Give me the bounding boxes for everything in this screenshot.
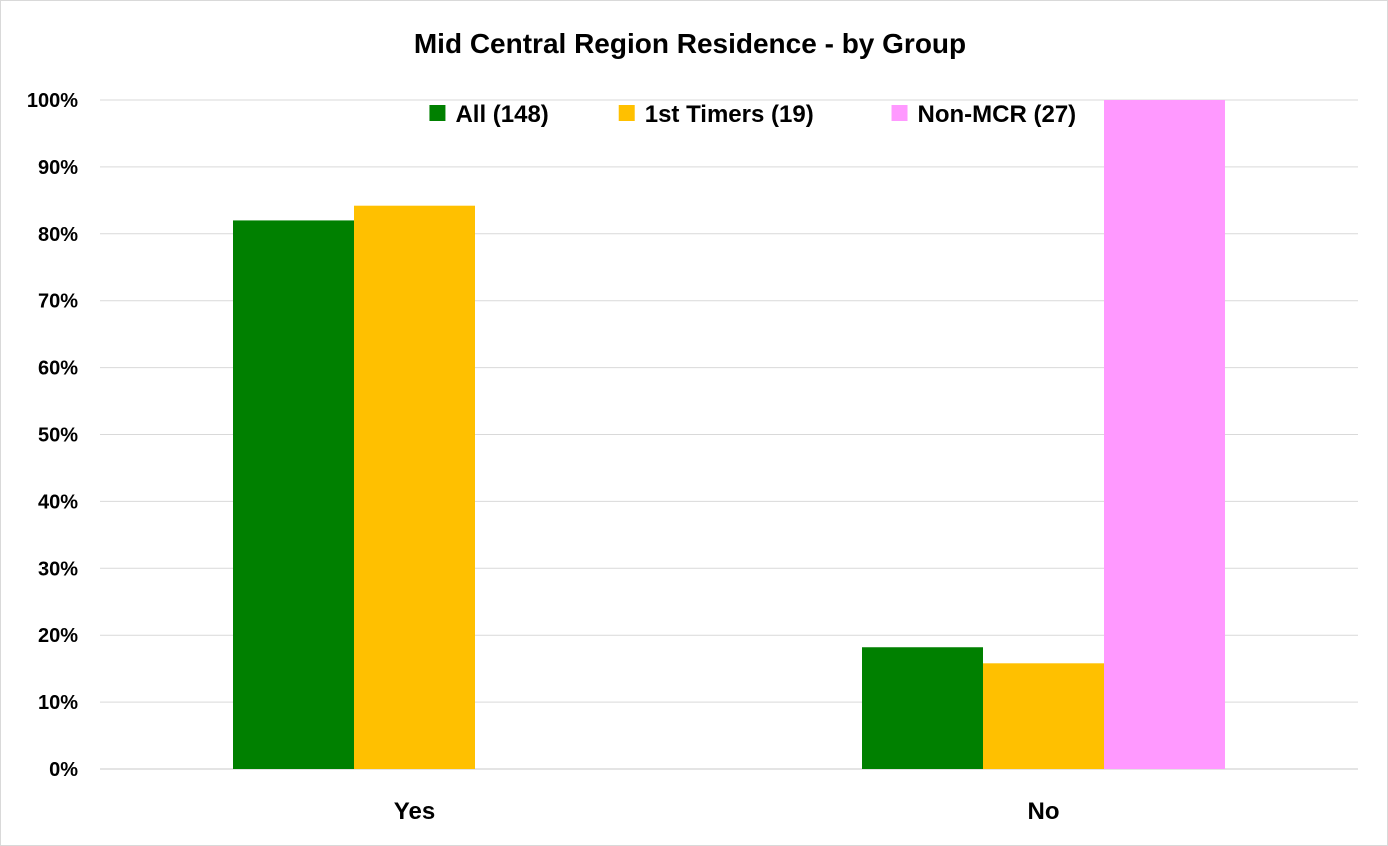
y-tick-label: 40% <box>38 491 78 513</box>
legend-swatch <box>618 105 635 121</box>
y-tick-label: 30% <box>38 558 78 580</box>
y-tick-label: 70% <box>38 291 78 313</box>
bars <box>233 100 1225 770</box>
bar <box>354 205 475 769</box>
legend-label: 1st Timers (19) <box>645 101 814 128</box>
legend: All (148) 1st Timers (19) Non-MCR (27) <box>429 101 1076 128</box>
bar <box>862 647 983 769</box>
legend-swatch <box>429 105 446 121</box>
y-tick-label: 20% <box>38 625 78 647</box>
y-tick-label: 50% <box>38 425 78 447</box>
bar <box>1104 100 1225 769</box>
legend-swatch <box>891 105 908 121</box>
y-tick-label: 80% <box>38 224 78 246</box>
bar <box>983 663 1104 769</box>
x-category-label: Yes <box>394 798 435 825</box>
x-category-label: No <box>1028 798 1060 825</box>
bar <box>233 220 354 770</box>
legend-label: Non-MCR (27) <box>918 101 1077 128</box>
y-axis-ticks: 0% 10% 20% 30% 40% 50% 60% 70% 80% 90% 100% <box>27 90 78 781</box>
legend-label: All (148) <box>455 101 548 128</box>
y-tick-label: 0% <box>49 759 78 781</box>
y-tick-label: 100% <box>27 90 78 112</box>
chart-title: Mid Central Region Residence - by Group <box>413 28 967 59</box>
x-axis-categories: Yes No <box>394 798 1060 825</box>
y-tick-label: 60% <box>38 358 78 380</box>
y-tick-label: 10% <box>38 692 78 714</box>
y-tick-label: 90% <box>38 157 78 179</box>
